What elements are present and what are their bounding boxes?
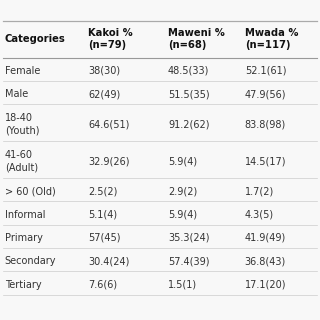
Text: Primary: Primary [5, 233, 43, 243]
Text: Tertiary: Tertiary [5, 280, 41, 290]
Text: 1.5(1): 1.5(1) [168, 280, 197, 290]
Text: 48.5(33): 48.5(33) [168, 66, 209, 76]
Text: Male: Male [5, 89, 28, 99]
Text: Categories: Categories [5, 34, 66, 44]
Text: Female: Female [5, 66, 40, 76]
Text: 83.8(98): 83.8(98) [245, 119, 286, 129]
Text: 36.8(43): 36.8(43) [245, 256, 286, 266]
Text: Maweni %
(n=68): Maweni % (n=68) [168, 28, 225, 50]
Text: 38(30): 38(30) [88, 66, 120, 76]
Text: Secondary: Secondary [5, 256, 56, 266]
Text: 18-40
(Youth): 18-40 (Youth) [5, 113, 39, 135]
Text: 51.5(35): 51.5(35) [168, 89, 210, 99]
Text: 5.1(4): 5.1(4) [88, 210, 117, 220]
Text: > 60 (Old): > 60 (Old) [5, 186, 56, 196]
Text: 14.5(17): 14.5(17) [245, 156, 286, 166]
Text: 57(45): 57(45) [88, 233, 121, 243]
Text: Mwada %
(n=117): Mwada % (n=117) [245, 28, 298, 50]
Text: 91.2(62): 91.2(62) [168, 119, 210, 129]
Text: 30.4(24): 30.4(24) [88, 256, 129, 266]
Text: 4.3(5): 4.3(5) [245, 210, 274, 220]
Text: 64.6(51): 64.6(51) [88, 119, 129, 129]
Text: 17.1(20): 17.1(20) [245, 280, 286, 290]
Text: 7.6(6): 7.6(6) [88, 280, 117, 290]
Text: 5.9(4): 5.9(4) [168, 210, 197, 220]
Text: 32.9(26): 32.9(26) [88, 156, 130, 166]
Text: 2.9(2): 2.9(2) [168, 186, 197, 196]
Text: 35.3(24): 35.3(24) [168, 233, 210, 243]
Text: 1.7(2): 1.7(2) [245, 186, 274, 196]
Text: 2.5(2): 2.5(2) [88, 186, 117, 196]
Text: 41.9(49): 41.9(49) [245, 233, 286, 243]
Text: 62(49): 62(49) [88, 89, 120, 99]
Text: Informal: Informal [5, 210, 45, 220]
Text: Kakoi %
(n=79): Kakoi % (n=79) [88, 28, 133, 50]
Text: 57.4(39): 57.4(39) [168, 256, 210, 266]
Text: 52.1(61): 52.1(61) [245, 66, 286, 76]
Text: 41-60
(Adult): 41-60 (Adult) [5, 150, 38, 172]
Text: 47.9(56): 47.9(56) [245, 89, 286, 99]
Text: 5.9(4): 5.9(4) [168, 156, 197, 166]
